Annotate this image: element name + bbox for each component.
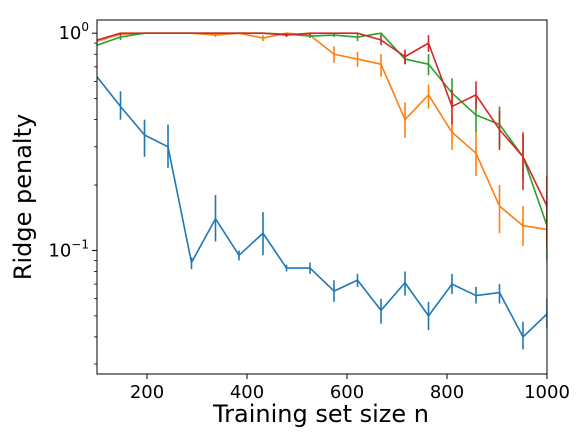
series-3 bbox=[97, 32, 547, 261]
series-line bbox=[97, 32, 547, 226]
series-1 bbox=[97, 76, 547, 350]
x-tick-label: 400 bbox=[230, 382, 264, 403]
series-4 bbox=[97, 32, 547, 242]
series-line bbox=[97, 76, 547, 338]
plot-area bbox=[97, 32, 547, 350]
y-axis-label: Ridge penalty bbox=[9, 114, 37, 280]
y-tick-label: 100 bbox=[58, 20, 89, 44]
y-tick-label: 10−1 bbox=[48, 237, 89, 261]
series-line bbox=[97, 32, 547, 207]
x-tick-label: 200 bbox=[130, 382, 164, 403]
plot-frame bbox=[96, 19, 548, 375]
series-2 bbox=[97, 32, 547, 251]
axes: 200 400 600 800 1000 100 10−1 bbox=[48, 19, 570, 403]
x-tick-label: 600 bbox=[330, 382, 364, 403]
x-axis-label: Training set size n bbox=[212, 400, 429, 428]
series-line bbox=[97, 32, 547, 231]
x-tick-label: 800 bbox=[430, 382, 464, 403]
plot-content bbox=[97, 32, 547, 350]
x-tick-label: 1000 bbox=[524, 382, 570, 403]
